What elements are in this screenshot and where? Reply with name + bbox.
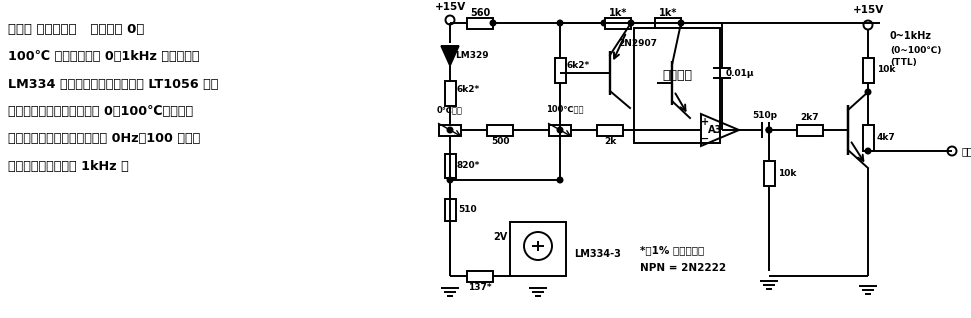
- Text: 10k: 10k: [778, 169, 796, 177]
- Polygon shape: [441, 46, 459, 66]
- Circle shape: [448, 177, 452, 183]
- Bar: [763, 161, 775, 185]
- Circle shape: [557, 177, 563, 183]
- Bar: [445, 199, 455, 221]
- Bar: [797, 125, 823, 135]
- Text: 0.01μ: 0.01μ: [725, 68, 754, 78]
- Text: NPN = 2N2222: NPN = 2N2222: [640, 263, 726, 273]
- Text: +15V: +15V: [853, 5, 884, 15]
- Text: 输出: 输出: [962, 146, 971, 156]
- Bar: [439, 125, 461, 135]
- Text: 2k: 2k: [604, 137, 617, 147]
- Text: LM329: LM329: [455, 52, 488, 60]
- Circle shape: [863, 20, 873, 30]
- Circle shape: [678, 20, 684, 26]
- Text: −: −: [700, 134, 710, 144]
- Text: *：1% 金属膜电阻: *：1% 金属膜电阻: [640, 245, 704, 255]
- Text: 1k*: 1k*: [609, 8, 627, 18]
- Bar: [549, 125, 571, 135]
- Circle shape: [766, 127, 772, 133]
- Text: 0℃调节: 0℃调节: [437, 106, 463, 114]
- Text: 零度时，调其电位器使输出为 0Hz；100 度时，: 零度时，调其电位器使输出为 0Hz；100 度时，: [8, 132, 200, 145]
- Circle shape: [448, 127, 452, 133]
- Circle shape: [628, 20, 634, 26]
- Text: 温度－ 频率转换器   此电路对 0～: 温度－ 频率转换器 此电路对 0～: [8, 23, 145, 36]
- Bar: [862, 58, 874, 82]
- Text: LM334-3: LM334-3: [574, 249, 620, 259]
- Text: 6k2*: 6k2*: [456, 86, 480, 94]
- Circle shape: [766, 127, 772, 133]
- Text: 2V: 2V: [492, 232, 507, 242]
- Text: 2k7: 2k7: [801, 114, 820, 122]
- Circle shape: [601, 20, 607, 26]
- Bar: [467, 271, 493, 281]
- Text: 2N2907: 2N2907: [618, 38, 657, 47]
- Text: 菜芋乙烯: 菜芋乙烯: [662, 69, 692, 82]
- Text: 0~1kHz: 0~1kHz: [890, 31, 932, 41]
- Text: 6k2*: 6k2*: [566, 60, 589, 70]
- Bar: [634, 28, 720, 143]
- Bar: [655, 17, 681, 29]
- Circle shape: [557, 20, 563, 26]
- Text: 100℃ 的温度转换为 0～1kHz 频率输出。: 100℃ 的温度转换为 0～1kHz 频率输出。: [8, 50, 199, 63]
- Circle shape: [557, 127, 563, 133]
- Text: 510p: 510p: [753, 112, 778, 121]
- Text: LM334 为温度传感器，其输出为 LT1056 运放: LM334 为温度传感器，其输出为 LT1056 运放: [8, 78, 218, 91]
- Circle shape: [865, 148, 871, 154]
- Text: 137*: 137*: [468, 284, 492, 293]
- Text: A3: A3: [708, 125, 722, 135]
- Circle shape: [446, 16, 454, 24]
- Text: (TTL): (TTL): [890, 59, 917, 67]
- Text: (0~100℃): (0~100℃): [890, 45, 941, 54]
- Text: 调其电位器使输出为 1kHz 。: 调其电位器使输出为 1kHz 。: [8, 160, 129, 173]
- Text: 10k: 10k: [877, 66, 895, 74]
- Text: 820*: 820*: [456, 162, 480, 170]
- Bar: [554, 58, 565, 82]
- Text: +15V: +15V: [435, 2, 467, 12]
- Bar: [510, 222, 566, 276]
- Circle shape: [948, 147, 956, 156]
- Text: +: +: [701, 117, 709, 127]
- Text: 510: 510: [458, 205, 478, 215]
- Circle shape: [524, 232, 552, 260]
- Bar: [467, 17, 493, 29]
- Bar: [605, 17, 631, 29]
- Circle shape: [865, 89, 871, 95]
- Bar: [445, 154, 455, 178]
- Bar: [487, 125, 513, 135]
- Bar: [862, 125, 874, 151]
- Bar: [597, 125, 623, 135]
- Circle shape: [490, 20, 496, 26]
- Bar: [445, 80, 455, 106]
- Text: 100℃调节: 100℃调节: [547, 105, 584, 114]
- Text: 1k*: 1k*: [658, 8, 677, 18]
- Text: 500: 500: [490, 137, 509, 147]
- Text: 同相输入部分。此电路是按 0～100℃定标的。: 同相输入部分。此电路是按 0～100℃定标的。: [8, 105, 193, 118]
- Text: 560: 560: [470, 8, 490, 18]
- Text: 4k7: 4k7: [877, 134, 895, 142]
